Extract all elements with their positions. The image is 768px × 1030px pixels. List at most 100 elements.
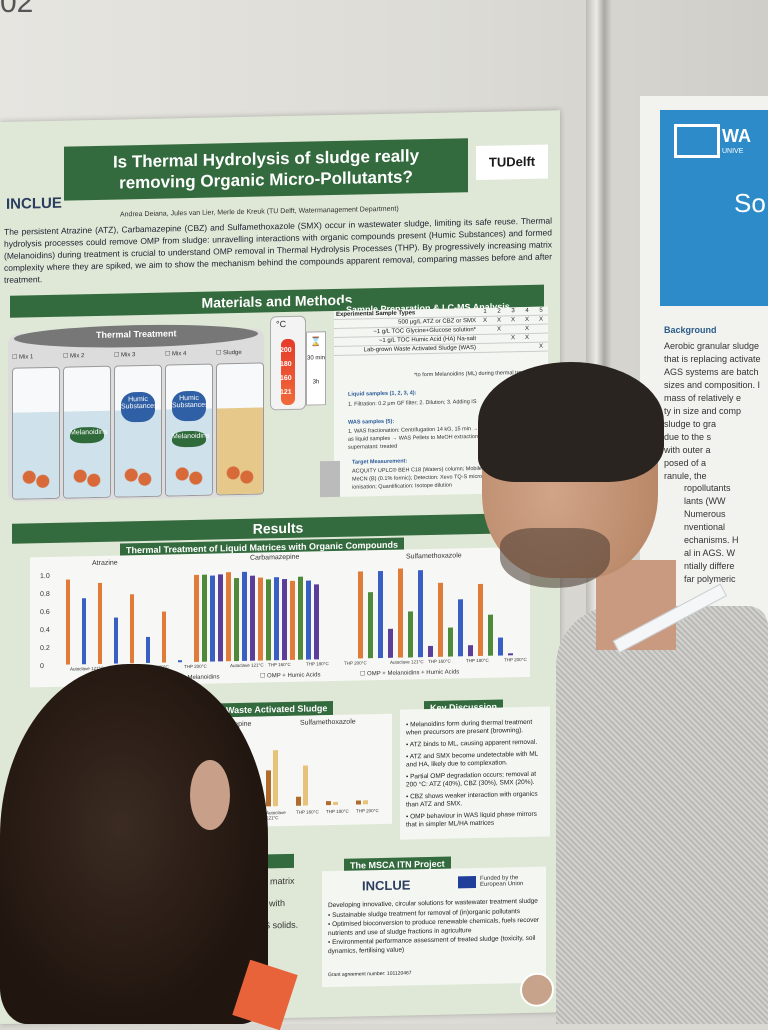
right-poster-header-sub: UNIVE	[722, 148, 744, 155]
right-poster-line: posed of a	[664, 458, 707, 468]
beaker: Humic Substances Melanoidins	[165, 363, 213, 497]
woman-face	[190, 760, 230, 830]
was-chart-bar	[273, 750, 278, 807]
chart-bar	[242, 571, 247, 661]
bar-area	[62, 563, 522, 665]
chart-bar	[146, 636, 150, 663]
chart-bar	[468, 645, 473, 657]
discussion-item: • ATZ and SMX become undetectable with M…	[406, 750, 538, 769]
right-poster-big-title: So	[734, 188, 766, 218]
tudelft-logo: TUDelft	[476, 144, 548, 181]
chart-bar	[378, 570, 383, 659]
chart-bar	[498, 637, 503, 656]
man-shirt	[556, 606, 768, 1024]
legend-entry: ☐ OMP + Melanoidins + Humic Acids	[360, 669, 460, 678]
omp-particles-icon	[223, 463, 257, 487]
poster-title: Is Thermal Hydrolysis of sludge really r…	[64, 138, 468, 201]
temperature-tick: 200	[280, 346, 292, 355]
was-x-label: THP 200°C	[356, 808, 379, 814]
right-poster-line: ntially differe	[684, 561, 735, 571]
right-poster-line: mass of relatively e	[664, 393, 742, 403]
beaker: Humic Substances	[114, 364, 162, 498]
chart-bar	[290, 580, 295, 660]
was-chart-bar	[363, 800, 368, 805]
legend-entry: ☐ OMP + Humic Acids	[260, 672, 321, 680]
chart-bar	[266, 579, 271, 661]
thermometer-temps: 200 180 160 121	[271, 317, 305, 396]
y-tick-label: 1.0	[40, 572, 50, 581]
right-poster-line: Numerous	[684, 509, 726, 519]
time-30min: 30 min	[307, 355, 326, 362]
table-cell	[506, 342, 520, 352]
y-tick-label: 0.2	[40, 644, 50, 653]
table-cell	[506, 324, 520, 334]
table-cell: X	[520, 333, 534, 343]
table-row-label: Lab-grown Waste Activated Sludge (WAS)	[334, 343, 478, 356]
chart-bar	[162, 611, 166, 663]
chart-bar	[250, 575, 255, 661]
table-column-header: 3	[506, 307, 520, 316]
table-cell: X	[492, 315, 506, 326]
chart-bar	[478, 583, 483, 656]
msca-panel: INCLUE Funded by the European Union Deve…	[322, 866, 546, 988]
melanoidins-blob: Melanoidins	[172, 430, 209, 448]
omp-particles-icon	[70, 466, 104, 490]
x-tick-label: THP 200°C	[184, 663, 207, 670]
chart-bar	[398, 568, 403, 658]
mix-label: ☐ Sludge	[216, 349, 242, 357]
poster-authors: Andrea Deiana, Jules van Lier, Merle de …	[120, 205, 399, 219]
y-tick-label: 0.6	[40, 608, 50, 617]
man-beard	[500, 528, 610, 588]
right-poster-header: WA UNIVE So	[660, 110, 768, 306]
chart-bar	[82, 598, 86, 665]
chart-bar	[218, 574, 223, 662]
chart-bar	[226, 572, 231, 662]
table-cell	[534, 324, 548, 334]
chart-bar	[194, 574, 199, 662]
table-column-header: 2	[492, 307, 506, 317]
results-heading: Results	[12, 512, 544, 544]
x-tick-label: Autoclave 121°C	[390, 659, 424, 665]
right-poster-header-text: WA	[722, 126, 751, 146]
right-poster-line: sizes and composition. I	[664, 380, 761, 390]
msca-inclue-logo: INCLUE	[362, 877, 411, 894]
beaker	[12, 366, 60, 500]
hourglass-icon: ⌛ 30 min 3h	[306, 331, 326, 406]
temperature-tick: 160	[280, 374, 292, 383]
table-cell	[478, 343, 492, 353]
chart-title-atrazine: Atrazine	[92, 559, 118, 568]
table-column-header: 4	[520, 306, 534, 316]
discussion-item: • Partial OMP degradation occurs; remova…	[406, 770, 537, 789]
was-chart-bar	[296, 796, 301, 806]
chart-bar	[298, 576, 303, 660]
right-poster-line: lants (WW	[684, 496, 726, 506]
y-tick-label: 0.4	[40, 626, 50, 635]
thermometer-icon: 200 180 160 121	[270, 315, 306, 411]
mix-label: ☐ Mix 1	[12, 354, 34, 361]
chart-bar	[458, 599, 463, 657]
omp-particles-icon	[19, 467, 53, 491]
melanoidins-blob: Melanoidins	[70, 426, 107, 444]
inclue-logo: INCLUE	[6, 194, 62, 213]
chart-bar	[314, 584, 319, 660]
was-chart-bar	[326, 801, 331, 806]
was-chart-title-smx: Sulfamethoxazole	[300, 718, 356, 727]
was-x-label: Autoclave 121°C	[266, 810, 286, 821]
chart-bar	[388, 628, 393, 658]
target-measurement-title: Target Measurement:	[352, 458, 408, 466]
omp-particles-icon	[121, 465, 155, 489]
woman-hair	[0, 664, 268, 1024]
was-chart-bar	[333, 801, 338, 806]
right-poster-line: Aerobic granular sludge	[664, 341, 760, 351]
was-x-label: THP 160°C	[296, 809, 319, 815]
humic-substances-blob: Humic Substances	[121, 391, 158, 423]
time-3h: 3h	[312, 379, 320, 386]
table-cell	[492, 333, 506, 344]
right-poster-line: ty in size and comp	[664, 406, 742, 416]
mix-label: ☐ Mix 4	[165, 351, 187, 358]
table-cell: X	[478, 316, 492, 326]
chart-bar	[358, 571, 363, 659]
right-poster-line: ranule, the	[664, 471, 707, 481]
temperature-tick: 180	[280, 360, 292, 369]
x-tick-label: THP 160°C	[428, 658, 451, 665]
